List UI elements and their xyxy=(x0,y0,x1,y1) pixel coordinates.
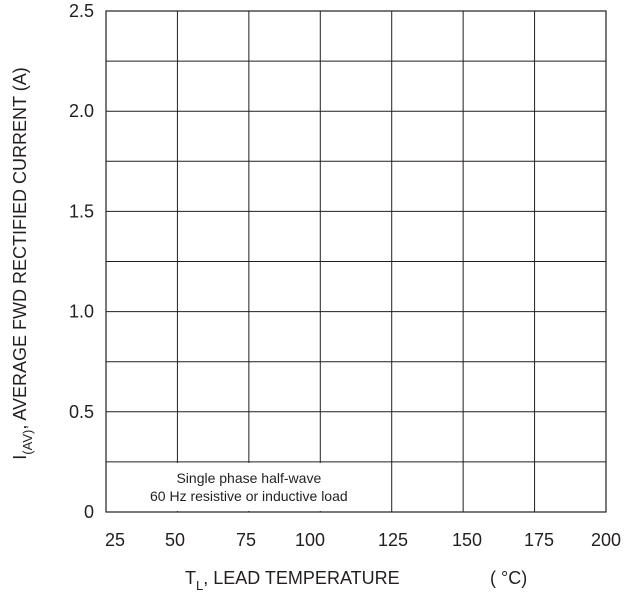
x-tick-label: 50 xyxy=(165,530,185,550)
y-tick-label: 1.0 xyxy=(69,302,94,322)
y-axis-label-text: , AVERAGE FWD RECTIFIED CURRENT (A) xyxy=(10,67,30,429)
x-tick-label: 75 xyxy=(236,530,256,550)
y-tick-label: 2.5 xyxy=(69,1,94,21)
annotation-line-1: Single phase half-wave xyxy=(176,470,321,486)
y-tick-label: 1.5 xyxy=(69,201,94,221)
annotation-box xyxy=(107,462,391,511)
x-tick-label: 175 xyxy=(524,530,554,550)
y-tick-label: 0 xyxy=(84,502,94,522)
x-axis-unit: ( °C) xyxy=(490,568,527,588)
x-axis-label: TL, LEAD TEMPERATURE xyxy=(185,568,400,593)
x-tick-label: 25 xyxy=(105,530,125,550)
x-tick-label: 100 xyxy=(295,530,325,550)
x-tick-labels: 25 50 75 100 125 150 175 200 xyxy=(105,530,621,550)
plot-frame xyxy=(105,10,607,513)
y-axis-label-symbol: I xyxy=(10,455,30,460)
x-axis-label-subscript: L xyxy=(196,578,203,593)
x-tick-label: 125 xyxy=(378,530,408,550)
x-tick-label: 150 xyxy=(452,530,482,550)
annotation-line-2: 60 Hz resistive or inductive load xyxy=(150,488,348,504)
y-tick-label: 2.0 xyxy=(69,101,94,121)
x-axis-label-symbol: T xyxy=(185,568,196,588)
y-tick-labels: 0 0.5 1.0 1.5 2.0 2.5 xyxy=(69,1,94,522)
y-axis-label-subscript: (AV) xyxy=(20,430,35,455)
grid xyxy=(106,11,606,512)
x-axis-label-text: , LEAD TEMPERATURE xyxy=(203,568,399,588)
x-tick-label: 200 xyxy=(591,530,621,550)
y-tick-label: 0.5 xyxy=(69,402,94,422)
y-axis-label: I(AV), AVERAGE FWD RECTIFIED CURRENT (A) xyxy=(10,67,35,459)
